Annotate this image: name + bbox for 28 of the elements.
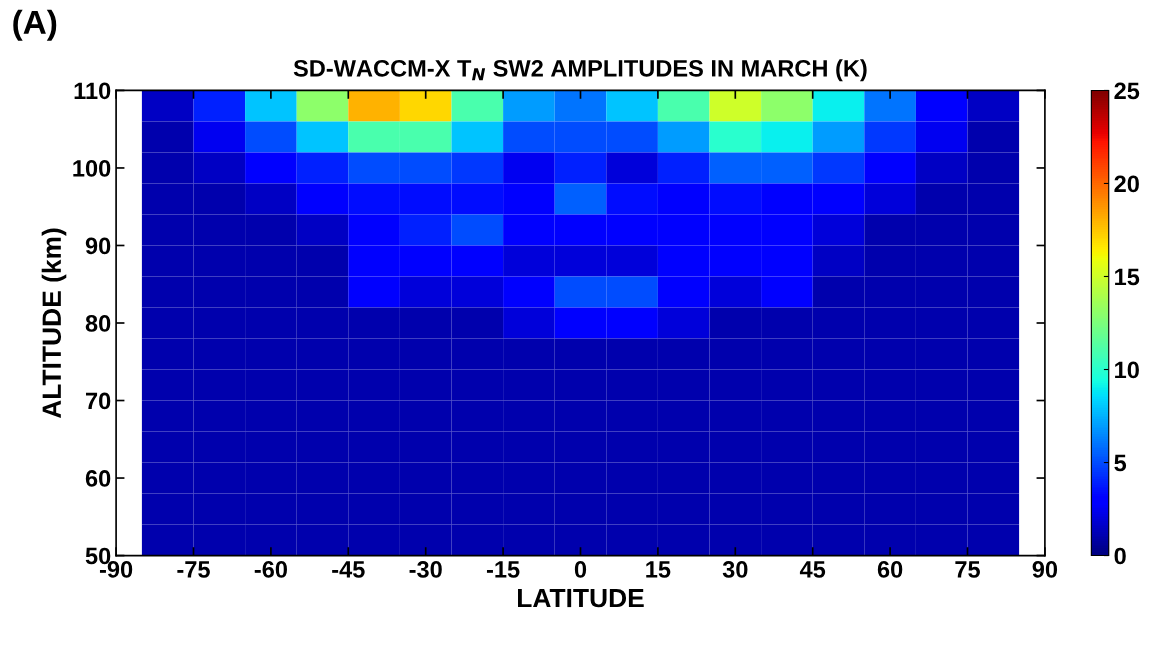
color-bar-label: 25	[1114, 82, 1140, 100]
y-axis-title: ALTITUDE (km)	[41, 228, 67, 419]
x-tick-label: -75	[177, 561, 210, 578]
x-tick-label: 30	[722, 561, 748, 578]
color-bar-label: 0	[1114, 547, 1126, 565]
color-bar-label: 5	[1114, 454, 1127, 472]
y-tick-label: 80	[85, 315, 111, 332]
x-tick-label: 75	[955, 561, 980, 578]
color-bar-label: 10	[1115, 361, 1139, 379]
text: (A)	[13, 9, 57, 41]
x-tick-label: 90	[1032, 561, 1058, 578]
x-tick-label: 15	[646, 561, 671, 578]
x-tick-label: -45	[332, 561, 365, 578]
x-tick-label: 60	[877, 561, 903, 578]
x-tick-label: 0	[574, 561, 587, 578]
color-bar-label: 20	[1114, 175, 1139, 193]
chart-title: SD-WACCM-X T$_{N}$ SW2 AMPLITUDES IN MARCH (K)	[293, 59, 867, 82]
y-tick-label: 90	[85, 237, 111, 255]
x-tick-label: -15	[486, 561, 520, 578]
y-tick-label: 70	[85, 392, 111, 410]
x-tick-label: 45	[799, 561, 826, 578]
x-axis-title: LATITUDE	[518, 588, 644, 608]
x-tick-label: -30	[409, 561, 442, 578]
y-tick-label: 100	[73, 160, 111, 177]
color-bar-label: 15	[1115, 268, 1140, 286]
y-tick-label: 110	[74, 82, 111, 100]
y-tick-label: 60	[85, 470, 111, 487]
x-tick-label: -60	[254, 561, 287, 578]
